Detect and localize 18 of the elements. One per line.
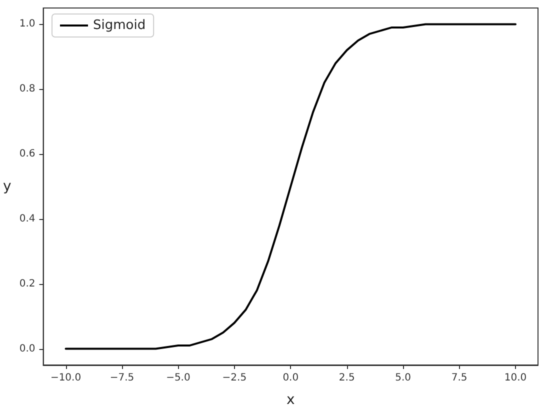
- y-axis-title: y: [2, 178, 12, 194]
- y-tick-label: 0.2: [19, 278, 36, 290]
- x-tick-label: 0.0: [282, 372, 299, 384]
- y-tick-label: 0.0: [19, 343, 36, 354]
- y-tick-label: 0.4: [19, 213, 36, 224]
- x-tick-label: 10.0: [504, 372, 527, 384]
- x-axis-title: x: [286, 392, 295, 408]
- y-tick-label: 1.0: [19, 18, 36, 30]
- x-tick-label: 5.0: [395, 372, 412, 384]
- y-tick-label: 0.8: [19, 84, 36, 95]
- x-tick-label: 7.5: [451, 372, 468, 384]
- legend-label: Sigmoid: [93, 18, 146, 33]
- x-tick-label: −10.0: [50, 372, 82, 384]
- y-tick-label: 0.6: [19, 148, 36, 160]
- x-tick-label: 2.5: [338, 372, 355, 384]
- x-tick-label: −7.5: [110, 372, 134, 384]
- x-tick-label: −5.0: [166, 372, 190, 384]
- x-tick-label: −2.5: [222, 372, 247, 384]
